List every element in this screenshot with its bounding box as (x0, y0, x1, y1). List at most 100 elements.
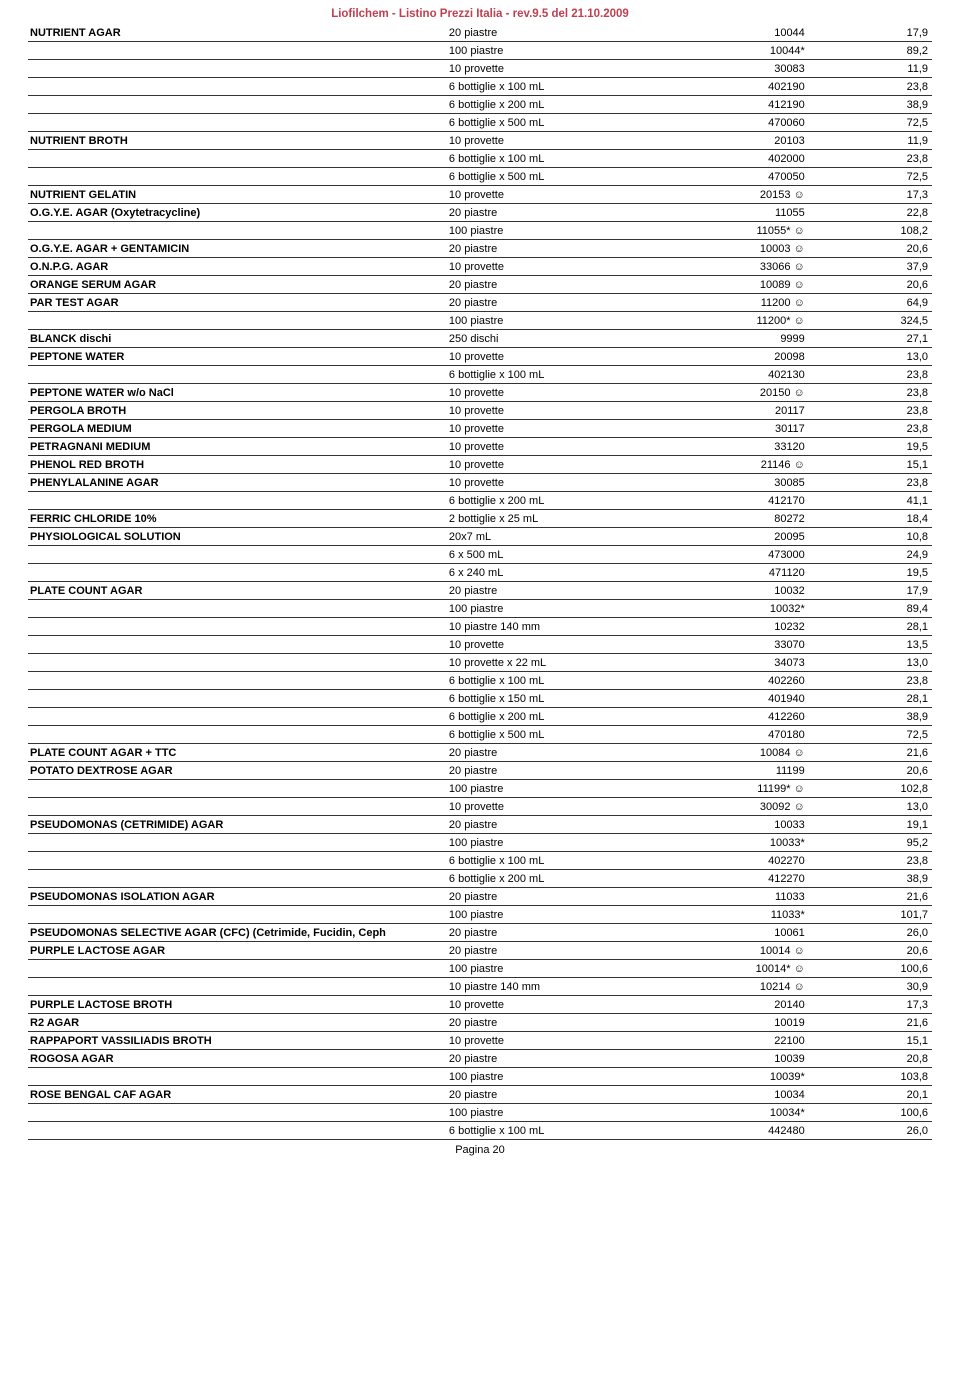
package: 6 bottiglie x 200 mL (447, 870, 701, 888)
product-code: 20150 ☺ (700, 384, 854, 402)
package: 10 provette (447, 384, 701, 402)
table-row: PSEUDOMONAS (CETRIMIDE) AGAR20 piastre10… (28, 816, 932, 834)
price: 38,9 (855, 870, 932, 888)
product-code: 21146 ☺ (700, 456, 854, 474)
price: 101,7 (855, 906, 932, 924)
price: 20,6 (855, 942, 932, 960)
table-row: O.G.Y.E. AGAR + GENTAMICIN20 piastre1000… (28, 240, 932, 258)
price: 64,9 (855, 294, 932, 312)
price: 23,8 (855, 402, 932, 420)
product-code: 10032 (700, 582, 854, 600)
table-row: PLATE COUNT AGAR + TTC20 piastre10084 ☺2… (28, 744, 932, 762)
product-code: 402130 (700, 366, 854, 384)
table-row: 10 provette30092 ☺13,0 (28, 798, 932, 816)
package: 10 provette (447, 258, 701, 276)
package: 20 piastre (447, 276, 701, 294)
product-name: NUTRIENT AGAR (28, 24, 447, 42)
product-name (28, 834, 447, 852)
product-name: PERGOLA MEDIUM (28, 420, 447, 438)
product-name (28, 708, 447, 726)
product-name (28, 150, 447, 168)
table-row: PERGOLA BROTH10 provette2011723,8 (28, 402, 932, 420)
package: 6 bottiglie x 500 mL (447, 114, 701, 132)
product-code: 402190 (700, 78, 854, 96)
product-name: PAR TEST AGAR (28, 294, 447, 312)
package: 10 provette (447, 456, 701, 474)
package: 10 piastre 140 mm (447, 978, 701, 996)
product-code: 30085 (700, 474, 854, 492)
product-name: PSEUDOMONAS SELECTIVE AGAR (CFC) (Cetrim… (28, 924, 447, 942)
package: 20 piastre (447, 294, 701, 312)
package: 10 provette (447, 474, 701, 492)
product-code: 20098 (700, 348, 854, 366)
table-row: 6 bottiglie x 100 mL40227023,8 (28, 852, 932, 870)
price: 11,9 (855, 60, 932, 78)
table-row: 6 bottiglie x 100 mL40226023,8 (28, 672, 932, 690)
product-code: 10084 ☺ (700, 744, 854, 762)
product-code: 412170 (700, 492, 854, 510)
product-name (28, 222, 447, 240)
table-row: 6 bottiglie x 100 mL40200023,8 (28, 150, 932, 168)
product-name: ROGOSA AGAR (28, 1050, 447, 1068)
price: 108,2 (855, 222, 932, 240)
product-name (28, 1104, 447, 1122)
product-name: FERRIC CHLORIDE 10% (28, 510, 447, 528)
product-name (28, 42, 447, 60)
table-row: 100 piastre11200* ☺324,5 (28, 312, 932, 330)
product-name: PHYSIOLOGICAL SOLUTION (28, 528, 447, 546)
package: 100 piastre (447, 222, 701, 240)
table-row: 100 piastre10032*89,4 (28, 600, 932, 618)
package: 20 piastre (447, 762, 701, 780)
table-row: ROSE BENGAL CAF AGAR20 piastre1003420,1 (28, 1086, 932, 1104)
product-name (28, 114, 447, 132)
price: 38,9 (855, 708, 932, 726)
product-name (28, 726, 447, 744)
product-name: PEPTONE WATER w/o NaCl (28, 384, 447, 402)
product-name (28, 492, 447, 510)
package: 10 provette (447, 348, 701, 366)
table-row: PHYSIOLOGICAL SOLUTION20x7 mL2009510,8 (28, 528, 932, 546)
package: 250 dischi (447, 330, 701, 348)
product-code: 20140 (700, 996, 854, 1014)
product-name (28, 690, 447, 708)
table-row: PERGOLA MEDIUM10 provette3011723,8 (28, 420, 932, 438)
product-code: 10014 ☺ (700, 942, 854, 960)
price: 20,8 (855, 1050, 932, 1068)
package: 6 bottiglie x 100 mL (447, 1122, 701, 1140)
product-code: 11055* ☺ (700, 222, 854, 240)
product-code: 10003 ☺ (700, 240, 854, 258)
price: 41,1 (855, 492, 932, 510)
product-name (28, 78, 447, 96)
price: 17,3 (855, 996, 932, 1014)
price: 13,5 (855, 636, 932, 654)
product-name: NUTRIENT BROTH (28, 132, 447, 150)
package: 100 piastre (447, 1104, 701, 1122)
product-name: PEPTONE WATER (28, 348, 447, 366)
price: 15,1 (855, 456, 932, 474)
product-name (28, 96, 447, 114)
package: 6 bottiglie x 150 mL (447, 690, 701, 708)
package: 20 piastre (447, 888, 701, 906)
package: 6 bottiglie x 100 mL (447, 150, 701, 168)
package: 10 provette (447, 402, 701, 420)
price: 23,8 (855, 852, 932, 870)
package: 20x7 mL (447, 528, 701, 546)
product-code: 10033 (700, 816, 854, 834)
price: 15,1 (855, 1032, 932, 1050)
product-name (28, 546, 447, 564)
product-code: 10034 (700, 1086, 854, 1104)
table-row: 100 piastre10034*100,6 (28, 1104, 932, 1122)
product-name (28, 672, 447, 690)
product-code: 80272 (700, 510, 854, 528)
product-name: RAPPAPORT VASSILIADIS BROTH (28, 1032, 447, 1050)
product-name: BLANCK dischi (28, 330, 447, 348)
product-code: 11199 (700, 762, 854, 780)
product-name (28, 960, 447, 978)
package: 20 piastre (447, 1014, 701, 1032)
product-name (28, 852, 447, 870)
table-row: POTATO DEXTROSE AGAR20 piastre1119920,6 (28, 762, 932, 780)
table-row: 6 bottiglie x 500 mL47018072,5 (28, 726, 932, 744)
product-code: 30092 ☺ (700, 798, 854, 816)
package: 100 piastre (447, 906, 701, 924)
product-code: 471120 (700, 564, 854, 582)
